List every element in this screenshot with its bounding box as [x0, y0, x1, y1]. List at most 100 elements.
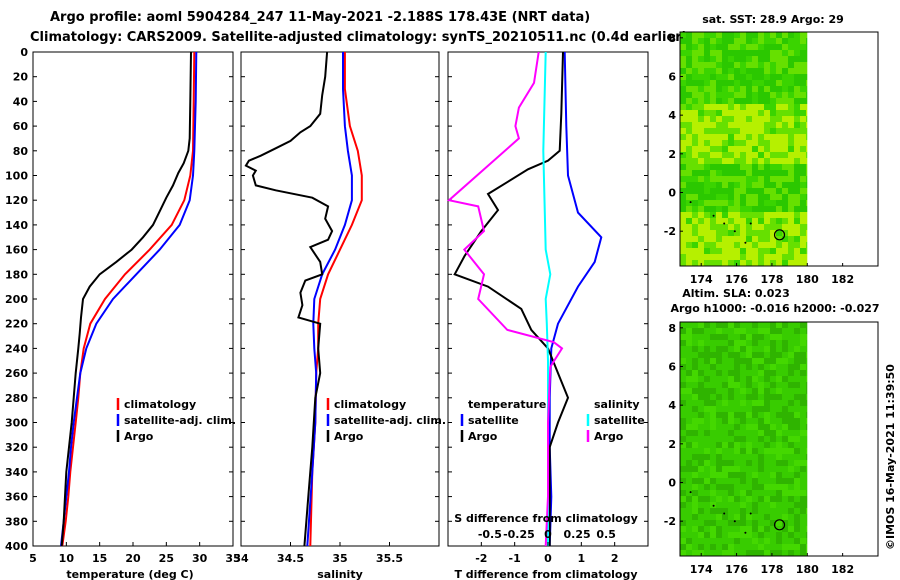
map-cell: [692, 254, 698, 260]
map-cell: [800, 134, 806, 140]
map-cell: [686, 200, 692, 206]
map-cell: [692, 242, 698, 248]
map-cell: [752, 538, 758, 544]
map-cell: [686, 424, 692, 430]
map-cell: [782, 98, 788, 104]
map-cell: [734, 68, 740, 74]
map-cell: [776, 394, 782, 400]
map-cell: [686, 472, 692, 478]
map-cell: [710, 62, 716, 68]
map-cell: [788, 68, 794, 74]
map-cell: [734, 110, 740, 116]
map-cell: [752, 382, 758, 388]
map-cell: [680, 436, 686, 442]
map-cell: [770, 158, 776, 164]
map-cell: [698, 358, 704, 364]
map-cell: [776, 460, 782, 466]
map-cell: [686, 152, 692, 158]
map-cell: [788, 364, 794, 370]
map-cell: [764, 116, 770, 122]
map-cell: [800, 38, 806, 44]
map-cell: [752, 212, 758, 218]
map-cell: [746, 514, 752, 520]
map-cell: [734, 388, 740, 394]
map-cell: [692, 170, 698, 176]
map-cell: [800, 352, 806, 358]
map-cell: [686, 116, 692, 122]
map-cell: [710, 230, 716, 236]
map-cell: [740, 484, 746, 490]
map-cell: [686, 514, 692, 520]
map-cell: [776, 328, 782, 334]
map-cell: [782, 176, 788, 182]
salinity-panel-frame: [240, 51, 440, 547]
t-difference-axis-label: T difference from climatology: [454, 568, 637, 580]
map-cell: [722, 86, 728, 92]
map-cell: [794, 194, 800, 200]
legend-label-t-argo: Argo: [468, 430, 498, 443]
salinity-axis-label: salinity: [317, 568, 363, 580]
map-cell: [770, 334, 776, 340]
map-cell: [794, 520, 800, 526]
depth-tick-group: 0204060801001201401601802002202402602803…: [5, 46, 648, 553]
map-cell: [758, 418, 764, 424]
map-cell: [776, 466, 782, 472]
map-cell: [746, 520, 752, 526]
map-cell: [794, 50, 800, 56]
map-cell: [728, 430, 734, 436]
map-cell: [782, 532, 788, 538]
map-cell: [752, 116, 758, 122]
map-cell: [746, 38, 752, 44]
map-cell: [704, 140, 710, 146]
map-cell: [782, 388, 788, 394]
island-marker: [712, 504, 715, 507]
map-cell: [770, 122, 776, 128]
map-cell: [686, 224, 692, 230]
map-cell: [782, 502, 788, 508]
map-cell: [758, 400, 764, 406]
map-cell: [728, 110, 734, 116]
series-line-satellite-adj-clim-: [60, 51, 198, 547]
map-cell: [680, 406, 686, 412]
map-cell: [746, 460, 752, 466]
map-cell: [788, 406, 794, 412]
map-cell: [728, 394, 734, 400]
map-cell: [704, 236, 710, 242]
map-y-tick-label: -2: [664, 225, 676, 238]
map-cell: [776, 260, 782, 266]
map-cell: [770, 448, 776, 454]
map-cell: [704, 152, 710, 158]
map-cell: [698, 412, 704, 418]
map-cell: [680, 382, 686, 388]
map-cell: [800, 454, 806, 460]
map-cell: [776, 128, 782, 134]
map-cell: [752, 436, 758, 442]
map-cell: [746, 158, 752, 164]
map-cell: [692, 442, 698, 448]
depth-tick-label: 260: [5, 367, 28, 380]
map-cell: [788, 92, 794, 98]
map-cell: [740, 104, 746, 110]
map-cell: [728, 218, 734, 224]
map-cell: [728, 442, 734, 448]
map-cell: [770, 400, 776, 406]
map-x-tick-label: 180: [796, 563, 819, 576]
map-cell: [698, 104, 704, 110]
map-cell: [764, 346, 770, 352]
map-cell: [740, 478, 746, 484]
map-cell: [746, 74, 752, 80]
map-cell: [770, 514, 776, 520]
map-cell: [710, 68, 716, 74]
map-cell: [692, 68, 698, 74]
map-cell: [680, 248, 686, 254]
map-cell: [752, 358, 758, 364]
map-cell: [764, 224, 770, 230]
map-cell: [716, 194, 722, 200]
map-cell: [776, 50, 782, 56]
map-cell: [716, 248, 722, 254]
map-cell: [782, 74, 788, 80]
map-cell: [794, 514, 800, 520]
legend-label-satellite: satellite-adj. clim.: [124, 414, 236, 427]
map-cell: [740, 418, 746, 424]
map-y-tick-label: 4: [668, 399, 676, 412]
